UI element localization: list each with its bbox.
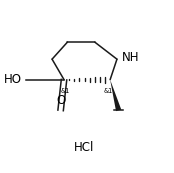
Polygon shape xyxy=(110,80,121,111)
Text: HCl: HCl xyxy=(74,142,95,154)
Text: HO: HO xyxy=(4,73,22,86)
Text: &1: &1 xyxy=(104,88,113,94)
Text: &1: &1 xyxy=(61,88,70,94)
Text: O: O xyxy=(56,94,65,107)
Text: NH: NH xyxy=(122,51,140,64)
